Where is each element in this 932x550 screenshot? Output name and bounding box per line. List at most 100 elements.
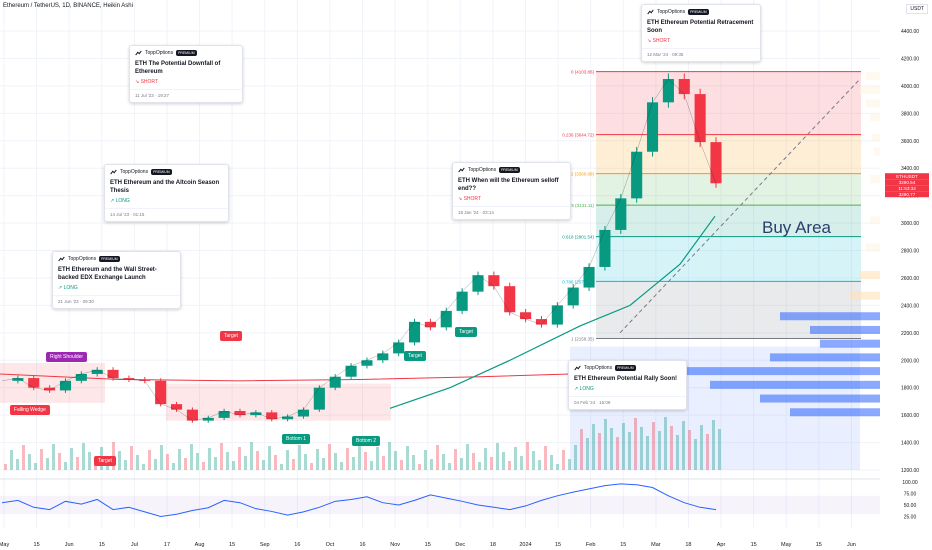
volume-bar xyxy=(310,463,313,470)
candle-body xyxy=(631,151,643,199)
volume-bar xyxy=(88,452,91,470)
volume-bar xyxy=(472,453,475,470)
volume-bar xyxy=(10,450,13,470)
candle-body xyxy=(282,416,294,420)
volume-bar xyxy=(436,445,439,470)
volume-bar xyxy=(352,457,355,470)
price-axis-label: 1800.00 xyxy=(901,386,919,392)
author-name: ToppOptions xyxy=(68,256,97,262)
idea-card[interactable]: ToppOptions PREMIUM ETH The Potential Dow… xyxy=(129,45,243,103)
price-line xyxy=(1,78,717,421)
idea-date: 12 Mar '24 · 09:35 xyxy=(642,48,760,61)
price-badge xyxy=(885,185,929,192)
candle-body xyxy=(472,275,484,292)
candle-body xyxy=(456,291,468,311)
ma-50-line xyxy=(389,215,716,409)
volume-bar xyxy=(334,453,337,470)
volume-profile-bar xyxy=(790,408,880,417)
volume-bar xyxy=(520,456,523,470)
idea-card[interactable]: ToppOptions PREMIUM ETH Ethereum and the … xyxy=(104,164,229,222)
idea-card[interactable]: ToppOptions PREMIUM ETH Ethereum and the … xyxy=(52,251,181,309)
target-tag: Target xyxy=(94,456,116,466)
volume-profile-bar xyxy=(680,367,880,376)
price-badge xyxy=(885,173,929,180)
pattern-box xyxy=(0,362,105,403)
rsi-axis-label: 50.00 xyxy=(904,503,917,509)
rsi-line xyxy=(1,483,717,518)
candle-body xyxy=(250,412,262,416)
idea-title: ETH Ethereum Potential Rally Soon! xyxy=(574,376,678,382)
idea-card[interactable]: ToppOptions PREMIUM ETH When will the Eth… xyxy=(452,162,571,220)
time-axis-label: Jun xyxy=(847,542,856,548)
candle-body xyxy=(75,373,87,381)
idea-card[interactable]: ToppOptions PREMIUM ETH Ethereum Potentia… xyxy=(568,360,687,410)
price-axis-label: 1400.00 xyxy=(901,441,919,447)
volume-bar xyxy=(640,427,643,470)
candle-body xyxy=(710,142,722,184)
volume-bar xyxy=(388,442,391,470)
volume-bar xyxy=(262,460,265,470)
volume-bar xyxy=(154,459,157,470)
volume-bar xyxy=(70,448,73,470)
volume-bar xyxy=(424,450,427,470)
price-badge-label: ETHUSDT xyxy=(896,174,918,179)
time-axis-label: 15 xyxy=(99,542,105,548)
volume-bar xyxy=(556,464,559,470)
long-arrow-icon: ↗ xyxy=(110,198,116,204)
volume-profile-bar xyxy=(760,394,880,403)
candle-body xyxy=(551,305,563,325)
idea-card[interactable]: ToppOptions PREMIUM ETH Ethereum Potentia… xyxy=(641,4,761,62)
falling-wedge-tag: Falling Wedge xyxy=(10,405,50,415)
price-badge-label: 3290.77 xyxy=(899,192,916,197)
time-axis-label: May xyxy=(0,542,9,548)
volume-bar xyxy=(286,450,289,470)
volume-bar xyxy=(508,461,511,470)
volume-bar xyxy=(370,461,373,470)
volume-bar xyxy=(454,449,457,470)
fib-level-label: 0.236 (3644.72) xyxy=(562,133,594,138)
candle-body xyxy=(202,417,214,421)
trend-logo-icon xyxy=(647,9,654,15)
price-badge-label: 3290.54 xyxy=(899,180,916,185)
volume-bar xyxy=(184,458,187,470)
rsi-axis-label: 75.00 xyxy=(904,492,917,498)
fib-level-label: 0 (4103.86) xyxy=(571,70,595,75)
volume-bar xyxy=(220,443,223,470)
premium-badge: PREMIUM xyxy=(499,167,520,173)
volume-bar xyxy=(226,452,229,470)
time-axis-label: Jun xyxy=(65,542,74,548)
rsi-axis-label: 100.00 xyxy=(902,480,918,486)
idea-date: 18 Jan '24 · 03:14 xyxy=(453,206,570,219)
time-axis-label: Mar xyxy=(651,542,661,548)
time-axis-label: 15 xyxy=(816,542,822,548)
candle-body xyxy=(155,380,167,405)
volume-bar xyxy=(340,462,343,470)
volume-bar xyxy=(406,446,409,470)
volume-bar xyxy=(136,455,139,470)
price-axis-label: 4000.00 xyxy=(901,84,919,90)
pattern-box xyxy=(166,383,391,421)
currency-button[interactable]: USDT xyxy=(906,4,928,14)
volume-bar xyxy=(364,452,367,470)
candle-body xyxy=(139,379,151,381)
symbol-title[interactable]: Ethereum / TetherUS, 1D, BINANCE, Heikin… xyxy=(3,3,133,9)
volume-profile-bar xyxy=(710,380,880,389)
volume-profile-bar xyxy=(870,113,880,122)
idea-date: 04 Feb '24 · 16:09 xyxy=(569,396,686,409)
candle-body xyxy=(520,312,532,320)
volume-bar xyxy=(376,447,379,470)
volume-bar xyxy=(664,417,667,470)
candle-body xyxy=(28,378,40,388)
volume-bar xyxy=(244,456,247,470)
bottom-2-tag: Bottom 2 xyxy=(352,436,381,446)
volume-bar xyxy=(124,460,127,470)
premium-badge: PREMIUM xyxy=(99,256,120,262)
volume-bar xyxy=(526,442,529,470)
volume-bar xyxy=(268,446,271,470)
volume-bar xyxy=(328,444,331,470)
volume-bar xyxy=(418,464,421,470)
volume-profile-bar xyxy=(874,147,880,156)
target-tag: Target xyxy=(220,331,242,341)
volume-bar xyxy=(196,453,199,470)
candle-body xyxy=(234,411,246,416)
